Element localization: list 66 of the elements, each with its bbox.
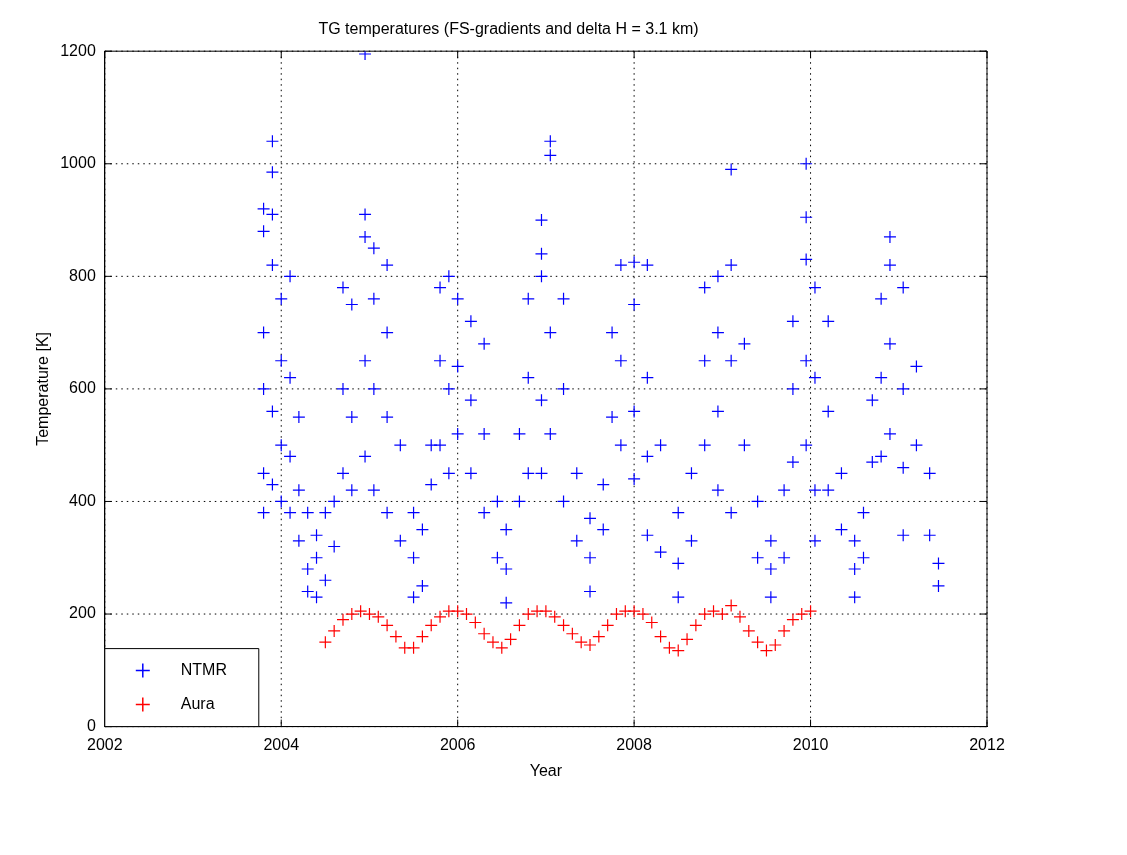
point [380,618,394,632]
x-tick-label: 2006 [439,735,476,753]
x-tick-label: 2012 [969,735,1005,753]
x-axis-title: Year [529,761,563,779]
point [389,629,403,644]
point [565,627,579,641]
point [521,607,535,621]
point [583,638,597,652]
y-tick-label: 1000 [60,154,96,172]
y-tick-label: 400 [69,491,96,509]
point [680,632,694,646]
y-tick-label: 0 [86,717,96,735]
point [777,624,791,638]
point [433,610,447,624]
point [609,607,624,621]
point [424,618,438,632]
point [592,629,606,644]
point [662,641,677,655]
point [477,627,491,641]
point [671,644,685,658]
point [751,635,765,649]
point [354,604,368,618]
point [362,607,377,621]
point [724,598,738,613]
point [601,618,615,632]
point [468,615,482,630]
x-tick-label: 2002 [87,735,123,753]
y-tick-label: 600 [69,379,96,397]
point [327,624,341,638]
legend-label: NTMR [180,661,228,679]
point [706,604,721,618]
x-tick-label: 2008 [616,735,653,753]
point [574,635,588,649]
point [336,613,350,627]
point [406,641,421,655]
point [689,618,703,632]
point [627,604,641,618]
point [415,629,429,644]
legend-label: Aura [180,695,215,713]
point [512,618,527,632]
point [556,618,571,632]
point [698,607,712,621]
point [645,615,659,630]
point [742,624,756,638]
point [459,607,474,621]
point [371,610,385,624]
y-tick-label: 200 [69,604,96,622]
point [318,635,332,649]
chart-title: TG temperatures (FS-gradients and delta H = 3.1 km) [318,20,699,38]
point [715,607,729,621]
point [636,607,650,621]
point [803,604,818,618]
point [759,644,774,658]
x-tick-label: 2004 [263,735,300,753]
y-tick-label: 1200 [60,41,96,59]
point [768,638,782,652]
point [786,613,800,627]
point [653,629,668,644]
point [795,607,809,621]
y-axis-title: Temperature [K] [34,331,52,446]
point [345,607,359,621]
y-tick-label: 800 [69,266,96,284]
point [733,610,747,624]
x-tick-label: 2010 [792,735,829,753]
point [504,632,518,646]
point [451,604,465,618]
